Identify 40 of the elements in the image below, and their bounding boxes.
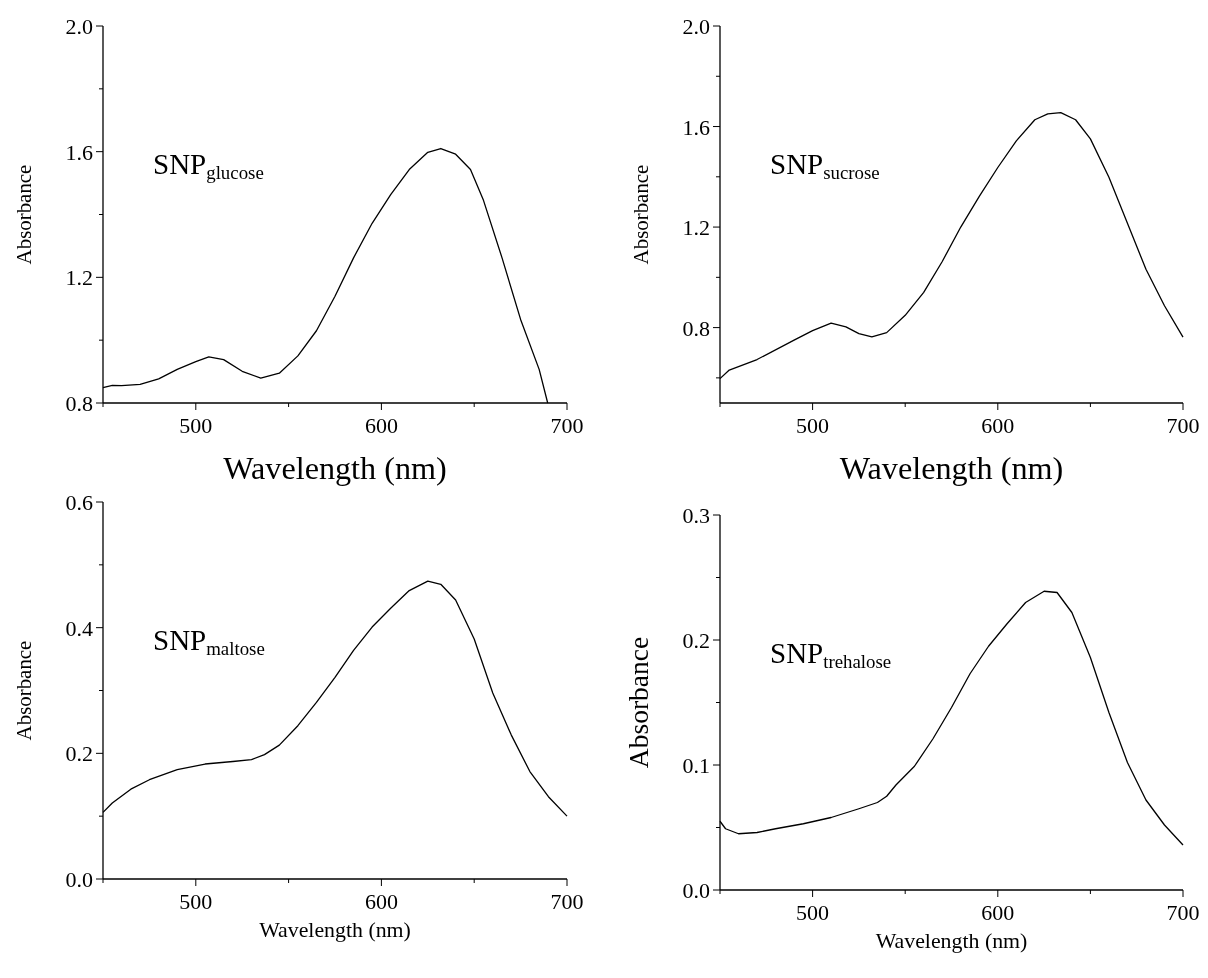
- x-tick-label: 500: [796, 900, 830, 925]
- annotation: SNP$_{glucose}$: [153, 148, 264, 183]
- y-axis-title: Absorbance: [12, 164, 36, 265]
- y-tick-label: 1.2: [682, 215, 710, 241]
- x-tick-label: 500: [179, 889, 213, 914]
- y-tick-label: 1.6: [65, 139, 93, 165]
- y-tick-label: 0.1: [682, 753, 710, 778]
- annotation: SNP$_{sucrose}$: [770, 148, 880, 183]
- y-tick-label: 2.0: [65, 14, 93, 39]
- x-axis-title: Wavelength (nm): [259, 918, 411, 942]
- y-tick-label: 0.4: [65, 615, 93, 641]
- y-axis-title: Absorbance: [629, 164, 653, 265]
- y-tick-label: 0.0: [65, 867, 93, 892]
- x-tick-label: 600: [981, 900, 1015, 925]
- x-tick-label: 500: [796, 413, 830, 438]
- y-tick-label: 1.6: [682, 114, 710, 140]
- y-axis-title: Absorbance: [12, 640, 36, 741]
- x-axis-title: Wavelength (nm): [223, 450, 447, 486]
- x-tick-label: 700: [550, 889, 584, 914]
- y-tick-label: 0.2: [682, 628, 710, 653]
- y-tick-label: 2.0: [682, 14, 710, 39]
- y-tick-label: 0.6: [65, 490, 93, 515]
- y-tick-label: 0.8: [682, 315, 710, 341]
- x-axis-title: Wavelength (nm): [839, 450, 1064, 486]
- x-tick-label: 500: [179, 413, 213, 438]
- annotation: SNP$_{maltose}$: [153, 624, 265, 659]
- y-tick-label: 0.2: [65, 741, 93, 767]
- x-tick-label: 700: [550, 413, 584, 438]
- annotation: SNP$_{trehalose}$: [770, 637, 892, 672]
- x-axis-title: Wavelength (nm): [875, 929, 1028, 953]
- y-tick-label: 1.2: [65, 265, 93, 291]
- x-tick-label: 600: [364, 413, 398, 438]
- x-tick-label: 700: [1166, 900, 1200, 925]
- y-tick-label: 0.8: [65, 391, 93, 416]
- x-tick-label: 700: [1166, 413, 1200, 438]
- y-axis-title: Absorbance: [623, 636, 654, 769]
- y-tick-label: 0.0: [682, 878, 710, 903]
- x-tick-label: 600: [364, 889, 398, 914]
- x-tick-label: 600: [981, 413, 1015, 438]
- y-tick-label: 0.3: [682, 503, 710, 528]
